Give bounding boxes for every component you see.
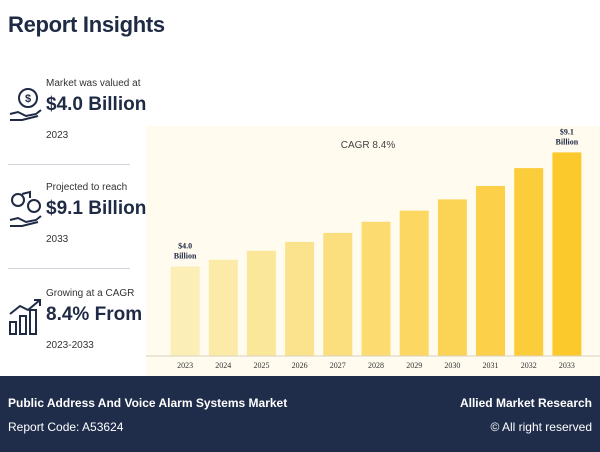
divider (8, 268, 130, 269)
bar (476, 186, 505, 356)
stat-year: 2023-2033 (46, 340, 94, 351)
page-title: Report Insights (8, 12, 165, 37)
bar (246, 250, 276, 356)
bar (552, 152, 582, 356)
x-tick-label: 2023 (177, 361, 193, 370)
stat-year: 2033 (46, 234, 69, 245)
report-code: Report Code: A53624 (8, 420, 124, 434)
stat-projected-value: Projected to reach $9.1 Billion 2033 (8, 176, 146, 276)
bar (208, 259, 238, 356)
x-tick-label: 2032 (521, 361, 537, 370)
x-tick-label: 2029 (406, 361, 422, 370)
stat-label: Growing at a CAGR (46, 288, 135, 299)
x-tick-label: 2030 (444, 361, 460, 370)
x-tick-label: 2033 (559, 361, 575, 370)
bar (361, 221, 391, 356)
bar (514, 168, 544, 356)
x-tick-label: 2031 (483, 361, 499, 370)
bar (323, 232, 353, 356)
x-tick-label: 2026 (292, 361, 308, 370)
copyright: © All right reserved (490, 420, 592, 434)
x-tick-label: 2025 (254, 361, 270, 370)
growth-coins-icon (9, 190, 42, 227)
footer: Public Address And Voice Alarm Systems M… (0, 376, 600, 452)
stat-value: 8.4% From (46, 304, 143, 325)
stat-market-value: $ Market was valued at $4.0 Billion 2023 (8, 72, 146, 172)
x-tick-label: 2024 (215, 361, 231, 370)
data-label: Billion (174, 252, 197, 261)
bar-growth-icon (9, 299, 41, 335)
bar (399, 210, 429, 356)
bar (285, 241, 315, 356)
bar (437, 199, 467, 356)
stat-label: Market was valued at (46, 78, 141, 89)
data-label: $4.0 (178, 242, 192, 251)
data-label: Billion (556, 137, 579, 146)
chart-title: CAGR 8.4% (341, 140, 396, 151)
svg-text:$: $ (25, 93, 31, 105)
divider (8, 164, 130, 165)
bar-chart: CAGR 8.4% 2023 2024 2025 2026 2027 2028 2029 203… (146, 127, 600, 370)
stat-value: $4.0 Billion (46, 94, 147, 115)
data-label: $9.1 (560, 127, 574, 136)
chart-area: CAGR 8.4% 2023 2024 2025 2026 2027 2028 2029 203… (146, 126, 600, 376)
brand-name: Allied Market Research (459, 396, 592, 410)
x-tick-label: 2028 (368, 361, 384, 370)
stat-value: $9.1 Billion (46, 198, 147, 219)
stat-cagr: Growing at a CAGR 8.4% From 2023-2033 (8, 282, 142, 382)
stat-year: 2023 (46, 130, 69, 141)
bar (170, 266, 200, 356)
report-name: Public Address And Voice Alarm Systems M… (8, 396, 288, 410)
x-tick-label: 2027 (330, 361, 346, 370)
stat-label: Projected to reach (46, 182, 128, 193)
money-hand-icon: $ (9, 88, 42, 121)
